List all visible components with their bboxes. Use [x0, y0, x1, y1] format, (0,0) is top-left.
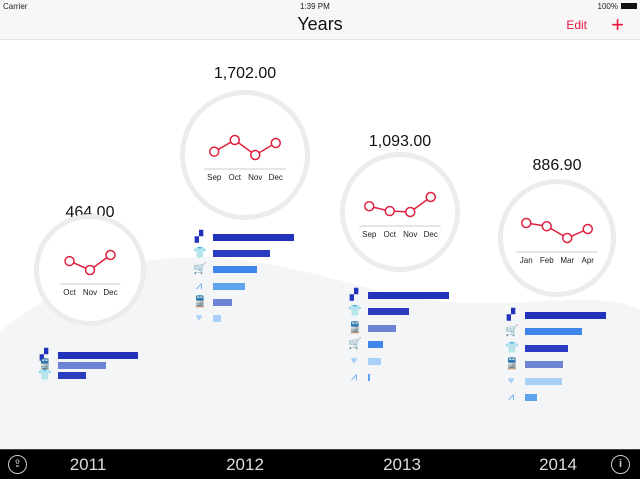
mountain-icon: ⩘ [350, 371, 358, 383]
month-chart-circle[interactable] [340, 152, 460, 272]
category-bar-transport[interactable] [213, 298, 232, 306]
tab-2012[interactable]: 2012 [226, 455, 264, 474]
cart-icon: 🛒 [505, 325, 519, 338]
category-bar-health[interactable] [368, 357, 381, 365]
status-bar: Carrier 1:39 PM 100% [0, 0, 640, 12]
month-label: Feb [539, 256, 554, 265]
tshirt-icon: 👕 [193, 247, 207, 260]
bills-icon: ▞ [349, 289, 359, 301]
category-bar-transport[interactable] [368, 324, 396, 332]
category-bar-bills[interactable] [58, 352, 138, 359]
month-chart-circle[interactable] [180, 90, 310, 220]
month-label: Nov [403, 230, 418, 239]
month-label: Sep [362, 230, 377, 239]
month-label: Apr [581, 256, 594, 265]
background-hill [0, 257, 640, 449]
month-label: Sep [207, 173, 222, 182]
year-total: 1,702.00 [213, 65, 277, 82]
category-bar-bills[interactable] [368, 292, 449, 299]
category-bar-clothing[interactable] [368, 308, 409, 316]
cart-icon: 🛒 [348, 338, 362, 351]
month-label: Oct [63, 288, 76, 297]
category-bar-health[interactable] [213, 315, 221, 322]
train-icon: 🚆 [505, 358, 519, 371]
tshirt-icon: 👕 [38, 369, 52, 381]
category-bar-shopping[interactable] [368, 341, 383, 349]
category-bar-transport[interactable] [58, 362, 106, 369]
edit-button[interactable]: Edit [566, 18, 587, 32]
category-bar-clothing[interactable] [525, 344, 568, 352]
page-title: Years [297, 14, 343, 34]
category-bar-shopping[interactable] [213, 266, 257, 274]
cart-icon: 🛒 [193, 263, 207, 276]
month-label: Nov [248, 173, 263, 182]
info-icon[interactable]: i [611, 455, 630, 474]
bills-icon: ▞ [39, 349, 49, 361]
carrier-label: Carrier [3, 2, 28, 11]
category-bar-travel[interactable] [368, 374, 370, 381]
month-label: Dec [423, 230, 438, 239]
tshirt-icon: 👕 [348, 305, 362, 318]
category-bar-shopping[interactable] [525, 328, 582, 336]
month-label: Dec [268, 173, 283, 182]
bills-icon: ▞ [506, 309, 516, 321]
years-chart: 464.00 Oct Nov Dec ▞ 🚆 👕 1,702.00 Sep Oct Nov Dec ▞ 👕… [0, 41, 640, 449]
category-bar-bills[interactable] [213, 234, 294, 241]
tab-2011[interactable]: 2011 [69, 455, 107, 474]
category-bar-health[interactable] [525, 377, 562, 385]
category-bar-transport[interactable] [525, 361, 563, 369]
category-bar-travel[interactable] [525, 394, 537, 401]
category-bar-travel[interactable] [213, 282, 245, 290]
category-bar-clothing[interactable] [58, 372, 86, 379]
year-total: 886.90 [532, 157, 582, 174]
train-icon: 🚆 [193, 295, 207, 308]
heart-icon: ♥ [195, 312, 203, 324]
clock: 1:39 PM [300, 2, 330, 11]
tab-bar: ⇪ 2011 2012 2013 2014 i [0, 449, 640, 479]
heart-icon: ♥ [507, 374, 515, 387]
category-bar-clothing[interactable] [213, 250, 270, 258]
tab-2013[interactable]: 2013 [383, 455, 421, 474]
battery-icon [621, 3, 637, 9]
navigation-bar: Years Edit + [0, 12, 640, 40]
month-label: Dec [103, 288, 118, 297]
month-label: Mar [560, 256, 575, 265]
mountain-icon: ⩘ [507, 391, 515, 403]
month-label: Jan [519, 256, 533, 265]
add-button[interactable]: + [611, 12, 624, 37]
category-bar-bills[interactable] [525, 312, 606, 319]
month-chart-circle[interactable] [34, 214, 146, 326]
month-label: Oct [228, 173, 241, 182]
bills-icon: ▞ [194, 231, 204, 243]
heart-icon: ♥ [350, 354, 358, 367]
mountain-icon: ⩘ [195, 279, 203, 292]
year-total: 1,093.00 [368, 133, 432, 150]
tab-2014[interactable]: 2014 [539, 455, 577, 474]
tshirt-icon: 👕 [505, 341, 519, 354]
month-label: Oct [383, 230, 396, 239]
train-icon: 🚆 [38, 359, 52, 371]
battery-label: 100% [597, 2, 618, 11]
month-label: Nov [82, 288, 98, 297]
share-icon[interactable]: ⇪ [8, 455, 27, 474]
train-icon: 🚆 [348, 321, 362, 334]
month-chart-circle[interactable] [498, 179, 616, 297]
